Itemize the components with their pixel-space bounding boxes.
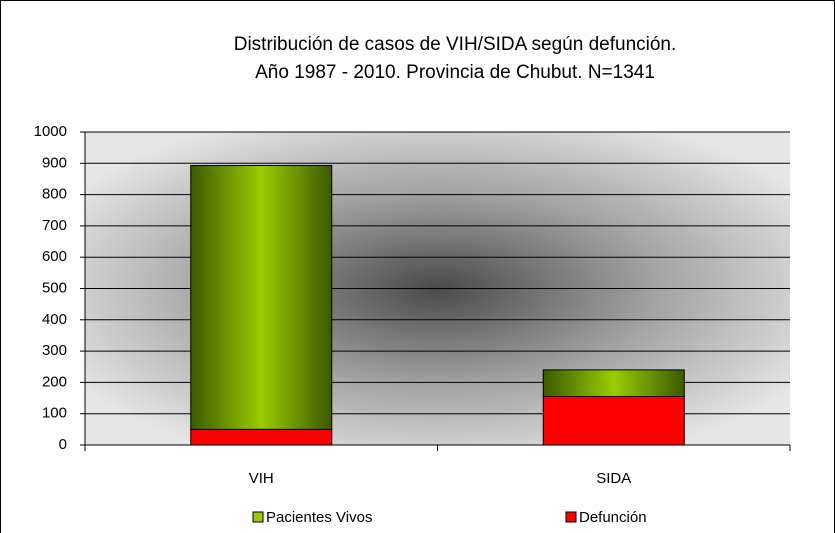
y-tick-label: 500 bbox=[42, 279, 67, 296]
legend-swatch bbox=[565, 511, 577, 523]
y-tick-label: 800 bbox=[42, 186, 67, 203]
bar-segment bbox=[190, 428, 333, 446]
y-tick-label: 300 bbox=[42, 342, 67, 359]
y-tick-label: 400 bbox=[42, 311, 67, 328]
bar-segment bbox=[542, 369, 685, 397]
y-tick-label: 0 bbox=[59, 436, 67, 453]
chart-title: Distribución de casos de VIH/SIDA según … bbox=[234, 34, 677, 55]
y-tick-label: 200 bbox=[42, 373, 67, 390]
y-tick-label: 900 bbox=[42, 154, 67, 171]
y-tick-label: 700 bbox=[42, 217, 67, 234]
bar-segment bbox=[190, 164, 333, 430]
y-tick-label: 1000 bbox=[34, 123, 67, 140]
legend-label: Defunción bbox=[579, 509, 647, 526]
chart-subtitle: Año 1987 - 2010. Provincia de Chubut. N=… bbox=[255, 62, 655, 83]
y-tick-label: 100 bbox=[42, 405, 67, 422]
legend-swatch bbox=[252, 511, 264, 523]
y-tick-label: 600 bbox=[42, 248, 67, 265]
legend-label: Pacientes Vivos bbox=[266, 509, 372, 526]
bar-segment bbox=[542, 395, 685, 446]
x-tick-label: VIH bbox=[249, 470, 274, 487]
x-tick-label: SIDA bbox=[596, 470, 631, 487]
